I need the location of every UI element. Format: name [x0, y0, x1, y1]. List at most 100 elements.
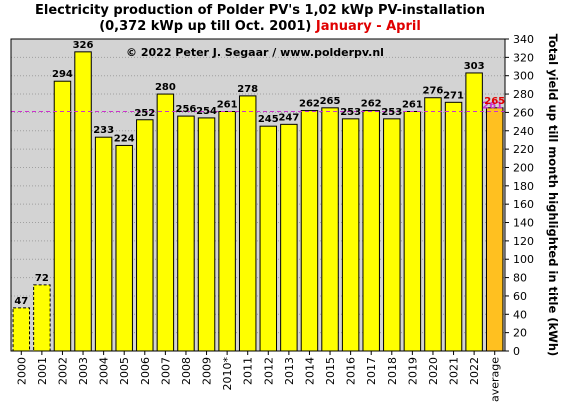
x-tick-label: 2010*: [221, 357, 234, 391]
plot-frame: [10, 38, 506, 352]
bar: [403, 110, 422, 352]
bar-value-label: 294: [52, 69, 73, 80]
y-tick-label: 180: [513, 180, 534, 193]
x-tick-label: 2008: [180, 357, 193, 385]
bar: [383, 118, 401, 352]
bar: [74, 51, 92, 352]
bar-value-label: 233: [93, 125, 114, 136]
bar-value-label: 262: [361, 99, 382, 110]
bar-value-label: 253: [381, 107, 402, 118]
x-tick-label: 2013: [283, 357, 296, 385]
y-tick-label: 260: [513, 106, 534, 119]
average-line-label: 261: [482, 100, 503, 111]
x-tick-label: 2003: [77, 357, 90, 385]
chart-title: Electricity production of Polder PV's 1,…: [35, 3, 485, 18]
bar-value-label: 261: [402, 99, 423, 110]
x-tick-label: 2011: [242, 357, 255, 385]
bar-value-label: 224: [114, 133, 135, 144]
bar: [53, 80, 72, 352]
y-tick-label: 120: [513, 235, 534, 248]
y-tick-label: 200: [513, 161, 534, 174]
bar-value-label: 261: [217, 99, 238, 110]
gridlines: [11, 38, 509, 355]
bar-value-label: 254: [196, 106, 217, 117]
y-tick-label: 220: [513, 143, 534, 156]
bar-value-label: 245: [258, 114, 279, 125]
bar-value-label: 252: [134, 108, 155, 119]
bar: [115, 144, 133, 352]
y-tick-label: 280: [513, 88, 534, 101]
x-tick-label: 2000: [15, 357, 28, 385]
bar-average: [485, 107, 504, 352]
bar-value-label: 326: [73, 40, 94, 51]
bar: [238, 95, 257, 352]
chart-subtitle: (0,372 kWp up till Oct. 2001) January - …: [99, 19, 421, 34]
bar-value-label: 265: [484, 96, 505, 107]
x-tick-label: average: [489, 357, 502, 402]
plot-area: [11, 39, 505, 351]
x-tick-label: 2015: [324, 357, 337, 385]
y-tick-label: 300: [513, 70, 534, 83]
y-tick-label: 20: [513, 327, 527, 340]
x-tick-label: 2002: [56, 357, 69, 385]
y-tick-label: 320: [513, 51, 534, 64]
bar: [136, 119, 154, 352]
bar-value-label: 253: [340, 107, 361, 118]
y-tick-label: 40: [513, 308, 527, 321]
y-tick-label: 160: [513, 198, 534, 211]
bar-value-label: 72: [35, 273, 49, 284]
x-tick-labels: 2000 2001 2002 2003 2004 2005 2006 2007 2008 2009…: [15, 357, 501, 403]
x-tick-label: 2020: [427, 357, 440, 385]
bar-value-label: 276: [423, 86, 444, 97]
bar: [259, 125, 278, 352]
period-label: January - April: [315, 19, 421, 34]
bar: [300, 110, 319, 352]
bar-value-label: 256: [176, 104, 197, 115]
copyright-text: © 2022 Peter J. Segaar / www.polderpv.nl: [126, 46, 384, 59]
x-tick-label: 2017: [365, 357, 378, 385]
x-tick-label: 2019: [406, 357, 419, 385]
y-tick-label: 0: [513, 345, 520, 358]
x-tick-label: 2005: [118, 357, 131, 385]
bar: [197, 117, 216, 352]
y-tick-label: 80: [513, 272, 527, 285]
x-tick-label: 2009: [201, 357, 214, 385]
bar: [12, 307, 31, 352]
bar: [156, 93, 175, 352]
bar-value-label: 265: [320, 96, 341, 107]
x-tick-label: 2021: [448, 357, 461, 385]
x-tick-label: 2022: [468, 357, 481, 385]
bar: [177, 115, 195, 352]
x-tick-label: 2004: [98, 357, 111, 385]
bar-value-label: 278: [237, 84, 258, 95]
y-tick-labels: 0 20 40 60 80 100 120 140 160 180 200 220 240 260 280 3…: [513, 33, 534, 358]
bar: [280, 123, 298, 352]
x-tick-label: 2014: [303, 357, 316, 385]
bar: [362, 110, 380, 352]
bar: [321, 107, 339, 352]
bar: [33, 284, 51, 352]
y-tick-label: 240: [513, 125, 534, 138]
y-tick-label: 140: [513, 217, 534, 230]
y-axis-label: Total yield up till month highlighted in…: [546, 34, 560, 357]
bar-value-label: 303: [464, 61, 485, 72]
x-tick-label: 2012: [262, 357, 275, 385]
bar: [94, 136, 113, 352]
bar: [444, 101, 463, 352]
x-tick-label: 2001: [36, 357, 49, 385]
y-tick-label: 100: [513, 253, 534, 266]
y-tick-label: 340: [513, 33, 534, 46]
x-tick-label: 2018: [386, 357, 399, 385]
x-tick-label: 2007: [159, 357, 172, 385]
bar-value-label: 262: [299, 99, 320, 110]
bar-value-label: 47: [14, 296, 28, 307]
bar-value-label: 247: [278, 112, 299, 123]
bar: [341, 118, 360, 352]
bar-value-label: 271: [443, 90, 464, 101]
bar-value-label: 280: [155, 82, 176, 93]
x-tick-label: 2016: [345, 357, 358, 385]
bar: [218, 110, 236, 352]
bar: [424, 97, 442, 352]
